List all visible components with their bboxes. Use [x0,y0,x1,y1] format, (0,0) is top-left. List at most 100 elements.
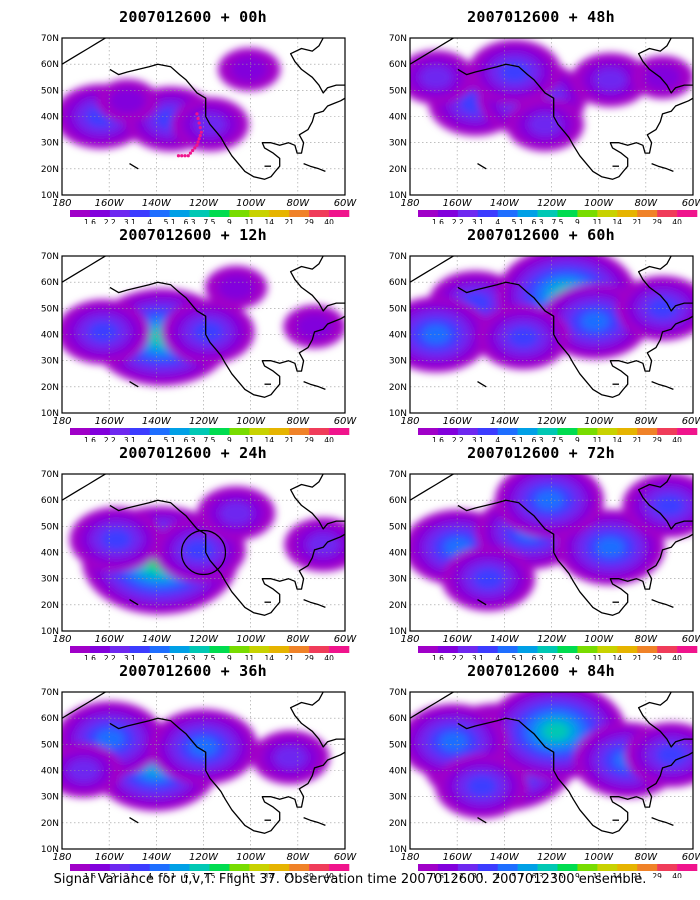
lon-tick-label: 120W [537,852,567,863]
colorbar-label: 1.6 [432,436,444,442]
colorbar-swatch [149,210,170,217]
colorbar-label: 14 [613,218,623,224]
colorbar-label: 4 [495,872,500,878]
colorbar-swatch [109,428,131,435]
colorbar-swatch [657,210,678,217]
forecast-panel: 2007012600 + 72h 180 160W 140W 120W 100W 80W 60… [376,444,700,660]
colorbar-swatch [309,646,330,653]
lat-tick-label: 40N [41,767,59,777]
colorbar-label: 11 [593,436,603,442]
forecast-panel: 2007012600 + 60h 180 160W 140W 120W 100W 80W 60… [376,226,700,442]
colorbar-swatch [497,646,518,653]
colorbar-swatch [89,210,111,217]
lon-tick-label: 80W [287,198,311,209]
flight-track-point [195,112,199,116]
colorbar-swatch [677,210,698,217]
plot-frame [61,473,346,632]
flight-track-point [186,154,190,158]
colorbar-swatch [577,864,598,871]
lon-tick-label: 80W [635,198,659,209]
variance-blob [296,314,333,340]
lon-tick-label: 140W [142,416,172,427]
colorbar-label: 14 [613,654,623,660]
lat-tick-label: 20N [389,165,407,175]
variance-blob [528,113,562,136]
lon-tick-label: 160W [95,416,125,427]
variance-blob [421,324,451,345]
colorbar-label: 40 [324,654,334,660]
colorbar-label: 2.2 [452,872,464,878]
lon-tick-label: 120W [537,198,567,209]
variance-blob [466,775,497,797]
lon-tick-label: 80W [635,634,659,645]
colorbar-swatch [617,210,638,217]
lon-tick-label: 140W [490,852,520,863]
coastline [477,163,487,170]
lat-tick-label: 10N [389,409,407,419]
lat-tick-label: 10N [389,191,407,201]
colorbar-label: 29 [304,218,314,224]
colorbar-label: 6.3 [184,436,196,442]
coastline [129,817,139,824]
colorbar-label: 9 [575,436,580,442]
lon-tick-label: 60W [334,634,358,645]
colorbar-swatch [229,864,250,871]
panel-title: 2007012600 + 60h [467,226,615,244]
lon-tick-label: 100W [236,416,266,427]
colorbar-label: 2.2 [452,436,464,442]
variance-blob [274,746,307,769]
colorbar-label: 21 [284,654,294,660]
colorbar-swatch [457,210,479,217]
variance-blob [594,68,627,91]
colorbar-swatch [477,864,499,871]
coastline [637,38,693,94]
lon-tick-label: 140W [142,852,172,863]
colorbar-label: 29 [652,654,662,660]
lat-tick-label: 10N [41,191,59,201]
colorbar-label: 2.2 [104,654,116,660]
colorbar-label: 2.2 [104,872,116,878]
coastline [303,380,326,391]
colorbar-label: 7.5 [552,436,564,442]
colorbar-label: 2.2 [452,218,464,224]
lon-tick-label: 60W [682,198,700,209]
colorbar-swatch [289,210,310,217]
colorbar-swatch [457,646,479,653]
colorbar-swatch [517,428,538,435]
colorbar-label: 9 [227,218,232,224]
colorbar-swatch [289,864,310,871]
colorbar-label: 1.6 [84,872,96,878]
colorbar-label: 21 [632,872,642,878]
lat-tick-label: 10N [41,845,59,855]
colorbar-swatch [189,428,210,435]
colorbar-label: 5.1 [164,436,176,442]
coastline [651,816,674,827]
colorbar-label: 4 [147,654,152,660]
variance-blob [420,66,453,89]
flight-track-point [191,148,195,153]
lat-tick-label: 20N [41,383,59,393]
lon-tick-label: 100W [584,416,614,427]
colorbar-swatch [289,428,310,435]
colorbar-swatch [89,864,111,871]
flight-track-point [188,151,193,155]
colorbar-label: 29 [304,654,314,660]
colorbar-swatch [657,646,678,653]
lat-tick-label: 40N [389,549,407,559]
lat-tick-label: 60N [389,496,407,506]
panel-title: 2007012600 + 00h [119,8,267,26]
colorbar-swatch [677,864,698,871]
lon-tick-label: 100W [584,198,614,209]
panel-title: 2007012600 + 12h [119,226,267,244]
colorbar-swatch [418,210,439,217]
colorbar-swatch [517,210,538,217]
colorbar-label: 21 [632,218,642,224]
colorbar-label: 5.1 [512,436,524,442]
variance-map: 180 160W 140W 120W 100W 80W 60W 10N 20N 30N 40N 50N… [389,688,700,878]
flight-track-point [198,133,202,138]
lat-tick-label: 40N [389,113,407,123]
colorbar-label: 14 [613,872,623,878]
variance-map: 180 160W 140W 120W 100W 80W 60W 10N 20N 30N 40N 50N… [389,34,700,224]
colorbar-swatch [269,864,290,871]
flight-track-point [199,130,203,134]
